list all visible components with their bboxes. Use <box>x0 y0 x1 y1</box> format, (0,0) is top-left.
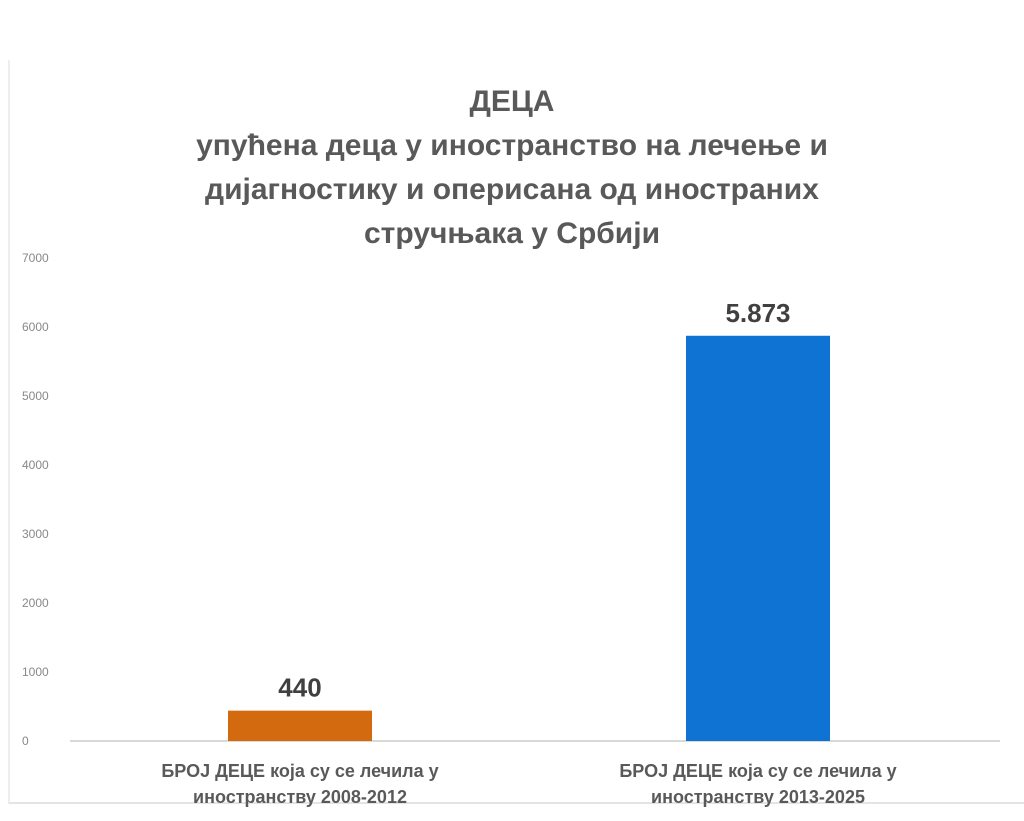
data-label: 440 <box>278 673 321 703</box>
y-tick-label: 7000 <box>22 251 49 265</box>
bar <box>228 710 372 741</box>
chart-subtitle-line: стручњака у Србији <box>363 217 661 250</box>
chart-title: ДЕЦА <box>469 85 555 118</box>
y-tick-label: 3000 <box>22 527 49 541</box>
y-tick-label: 6000 <box>22 320 49 334</box>
data-label: 5.873 <box>725 298 790 328</box>
x-label-line: БРОЈ ДЕЦЕ која су се лечила у <box>161 761 439 781</box>
x-label-line: БРОЈ ДЕЦЕ која су се лечила у <box>619 761 897 781</box>
x-category-label: БРОЈ ДЕЦЕ која су се лечила у иностранст… <box>100 758 500 810</box>
y-tick-label: 2000 <box>22 596 49 610</box>
x-category-label: БРОЈ ДЕЦЕ која су се лечила у иностранст… <box>558 758 958 810</box>
chart-subtitle-line: дијагностику и оперисана од иностраних <box>205 173 819 206</box>
y-tick-label: 4000 <box>22 458 49 472</box>
y-tick-label: 5000 <box>22 389 49 403</box>
x-label-line: иностранству 2008-2012 <box>193 787 407 807</box>
chart-subtitle-line: упућена деца у иностранство на лечење и <box>196 129 828 162</box>
chart-panel <box>8 60 1024 804</box>
y-tick-label: 0 <box>22 734 29 748</box>
bar <box>686 335 830 741</box>
x-label-line: иностранству 2013-2025 <box>651 787 865 807</box>
chart-title-block: ДЕЦА упућена деца у иностранство на лече… <box>0 80 1024 256</box>
y-tick-label: 1000 <box>22 665 49 679</box>
